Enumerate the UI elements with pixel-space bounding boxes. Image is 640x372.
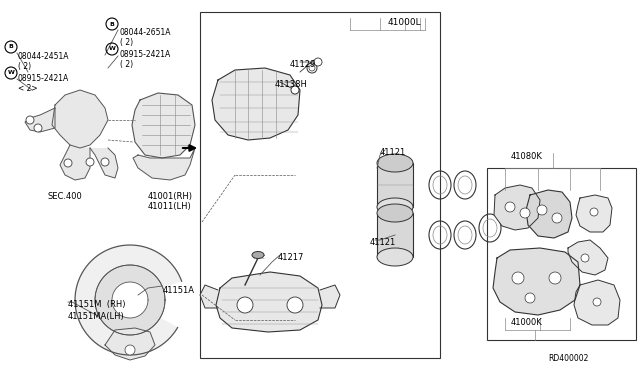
Ellipse shape: [377, 204, 413, 222]
Polygon shape: [493, 248, 580, 315]
Text: ( 2): ( 2): [120, 60, 133, 69]
Polygon shape: [576, 195, 612, 232]
Polygon shape: [494, 185, 540, 230]
Ellipse shape: [377, 248, 413, 266]
Polygon shape: [112, 282, 148, 318]
Circle shape: [593, 298, 601, 306]
Text: ( 2): ( 2): [18, 62, 31, 71]
Circle shape: [549, 272, 561, 284]
Ellipse shape: [377, 154, 413, 172]
Bar: [487, 168, 636, 340]
Text: 41000K: 41000K: [511, 318, 543, 327]
Bar: [377, 163, 413, 207]
Polygon shape: [95, 265, 165, 335]
Text: W: W: [8, 71, 15, 76]
Text: 41129: 41129: [290, 60, 316, 69]
Circle shape: [505, 202, 515, 212]
Text: 41001(RH): 41001(RH): [148, 192, 193, 201]
Circle shape: [309, 65, 315, 71]
Text: B: B: [8, 45, 13, 49]
Text: 08915-2421A: 08915-2421A: [120, 50, 172, 59]
Circle shape: [525, 293, 535, 303]
Circle shape: [101, 158, 109, 166]
Circle shape: [307, 63, 317, 73]
Circle shape: [520, 208, 530, 218]
Text: 41151M  (RH): 41151M (RH): [68, 300, 125, 309]
Polygon shape: [60, 145, 90, 180]
Polygon shape: [212, 68, 300, 140]
Text: W: W: [109, 46, 115, 51]
Ellipse shape: [377, 198, 413, 216]
Polygon shape: [75, 245, 182, 355]
Text: ( 2): ( 2): [120, 38, 133, 47]
Polygon shape: [568, 240, 608, 275]
Text: 41121: 41121: [380, 148, 406, 157]
Polygon shape: [526, 190, 572, 238]
Circle shape: [64, 159, 72, 167]
Text: B: B: [109, 22, 115, 26]
Text: 41138H: 41138H: [275, 80, 308, 89]
Polygon shape: [90, 148, 118, 178]
Polygon shape: [216, 272, 322, 332]
Polygon shape: [133, 148, 195, 180]
Circle shape: [590, 208, 598, 216]
Circle shape: [537, 205, 547, 215]
Polygon shape: [105, 328, 155, 360]
Text: 08044-2651A: 08044-2651A: [120, 28, 172, 37]
Text: 08044-2451A: 08044-2451A: [18, 52, 70, 61]
Circle shape: [552, 213, 562, 223]
Polygon shape: [52, 90, 108, 148]
Circle shape: [314, 58, 322, 66]
Text: 41000L: 41000L: [388, 18, 422, 27]
Text: 08915-2421A: 08915-2421A: [18, 74, 69, 83]
Polygon shape: [320, 285, 340, 308]
Circle shape: [26, 116, 34, 124]
Text: 41151A: 41151A: [163, 286, 195, 295]
Text: SEC.400: SEC.400: [48, 192, 83, 201]
Circle shape: [86, 158, 94, 166]
Text: 41151MA(LH): 41151MA(LH): [68, 312, 125, 321]
Text: 41121: 41121: [370, 238, 396, 247]
Polygon shape: [25, 108, 55, 132]
Circle shape: [581, 254, 589, 262]
Text: 41011(LH): 41011(LH): [148, 202, 192, 211]
Ellipse shape: [252, 251, 264, 259]
Circle shape: [125, 345, 135, 355]
Polygon shape: [574, 280, 620, 325]
Text: < 2>: < 2>: [18, 84, 38, 93]
Text: 41080K: 41080K: [511, 152, 543, 161]
Polygon shape: [132, 93, 195, 158]
Bar: [200, 12, 440, 358]
Bar: [377, 213, 413, 257]
Text: 41217: 41217: [278, 253, 305, 262]
Text: RD400002: RD400002: [548, 354, 588, 363]
Circle shape: [34, 124, 42, 132]
Circle shape: [291, 86, 299, 94]
Circle shape: [237, 297, 253, 313]
Circle shape: [287, 297, 303, 313]
Polygon shape: [200, 285, 218, 308]
Circle shape: [512, 272, 524, 284]
